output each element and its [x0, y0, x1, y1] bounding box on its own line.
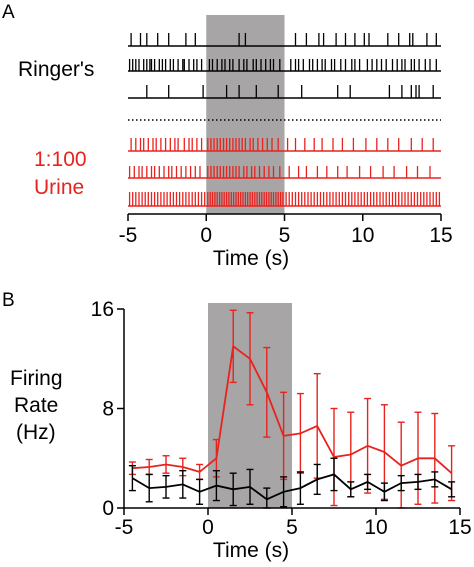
- panel-a-raster: [128, 33, 441, 207]
- x-tick-label: 0: [200, 224, 212, 247]
- x-tick-label: 0: [202, 516, 214, 539]
- x-tick-label: 15: [429, 224, 452, 247]
- panel-b-series: [128, 309, 456, 509]
- panel-a-x-axis: -5 0 5 10 15: [119, 213, 453, 247]
- x-tick-label: 10: [364, 516, 387, 539]
- x-tick-label: 5: [279, 224, 291, 247]
- urine-series-line: [132, 344, 453, 474]
- y-tick-label: 8: [102, 398, 114, 421]
- panel-a-label: A: [2, 2, 15, 23]
- y-tick-label: 0: [102, 497, 114, 520]
- ringers-series-line: [131, 473, 453, 501]
- x-tick-label: 10: [351, 224, 374, 247]
- panel-b-label: B: [2, 290, 15, 311]
- x-tick-label: 15: [448, 516, 471, 539]
- y-label-line2: Rate: [14, 394, 58, 417]
- ringers-label: Ringer's: [18, 58, 94, 81]
- x-tick-label: 5: [286, 516, 298, 539]
- panel-a-x-label: Time (s): [213, 247, 289, 270]
- urine-label-line1: 1:100: [34, 148, 87, 171]
- y-label-line1: Firing: [10, 367, 63, 390]
- x-tick-label: -5: [119, 224, 138, 247]
- urine-label-line2: Urine: [34, 176, 84, 199]
- x-tick-label: -5: [115, 516, 134, 539]
- y-label-line3: (Hz): [16, 421, 56, 444]
- y-tick-label: 16: [91, 298, 114, 321]
- panel-b-x-label: Time (s): [213, 539, 289, 562]
- panel-a-stimulus-shade: [206, 15, 285, 214]
